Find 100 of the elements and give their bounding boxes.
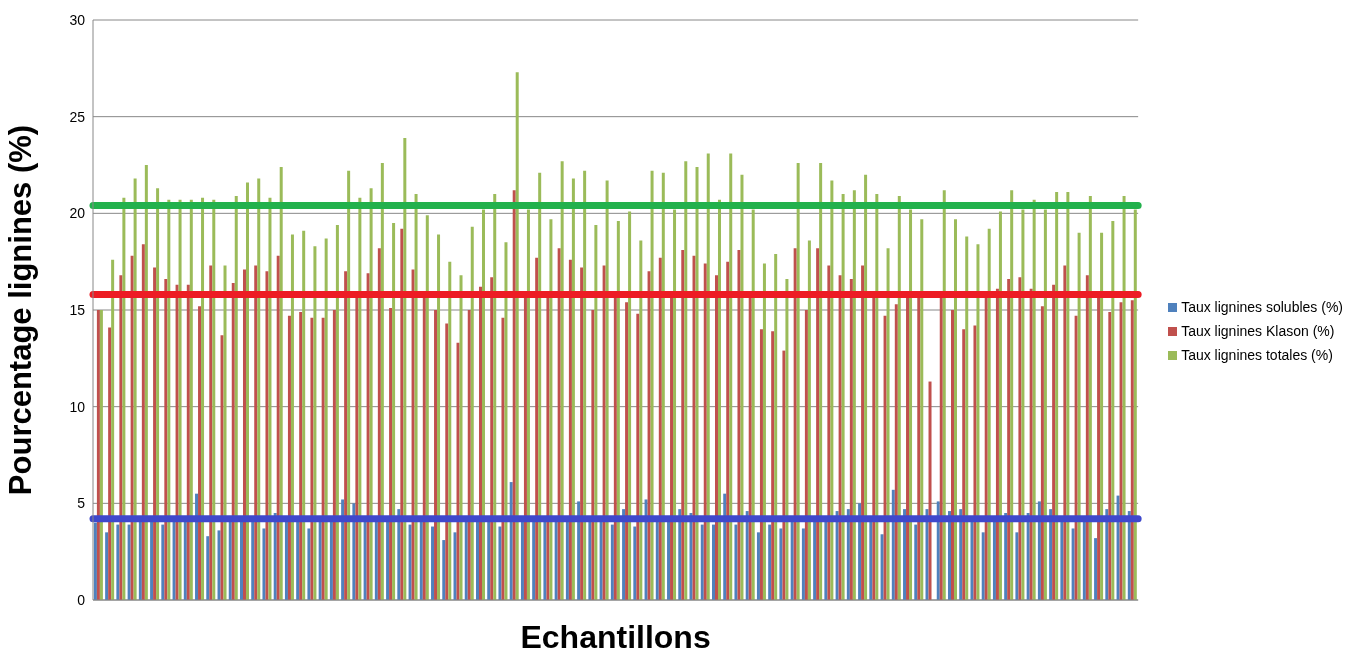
bar <box>571 178 575 600</box>
bar <box>538 172 542 600</box>
bar <box>144 165 148 600</box>
bar <box>827 265 831 600</box>
bar <box>801 528 805 600</box>
bar <box>644 499 648 600</box>
bar <box>397 509 401 600</box>
bar <box>779 528 783 600</box>
bar <box>1010 190 1014 600</box>
bar <box>1071 528 1075 600</box>
bar <box>965 236 969 600</box>
bar <box>838 275 842 600</box>
y-tick-label: 25 <box>69 108 86 125</box>
bar <box>299 311 303 600</box>
bar <box>133 178 137 600</box>
bar <box>768 524 772 600</box>
bar <box>1037 501 1041 600</box>
bar <box>549 219 553 600</box>
bar <box>1018 277 1022 600</box>
legend-label: Taux lignines totales (%) <box>1181 346 1333 363</box>
bar <box>703 263 707 600</box>
legend-label: Taux lignines solubles (%) <box>1181 298 1343 315</box>
bar <box>734 524 738 600</box>
bar <box>1077 232 1081 600</box>
bar <box>897 195 901 600</box>
bar <box>93 522 97 600</box>
bar <box>335 224 339 600</box>
bar <box>1108 311 1112 600</box>
bar <box>942 190 946 600</box>
bar <box>861 265 865 600</box>
bar <box>846 509 850 600</box>
bar <box>914 524 918 600</box>
bar <box>804 310 808 600</box>
bar <box>785 279 789 600</box>
bar <box>557 248 561 600</box>
bar <box>852 190 856 600</box>
bar <box>920 219 924 600</box>
bar <box>448 261 452 600</box>
bar <box>195 493 199 600</box>
bar <box>717 199 721 600</box>
bar <box>751 209 755 600</box>
bar <box>894 304 898 600</box>
bar <box>1007 279 1011 600</box>
bar <box>231 282 235 600</box>
bar <box>1094 538 1098 600</box>
bar <box>1040 306 1044 600</box>
y-tick-label: 30 <box>69 11 86 28</box>
bar <box>950 310 954 600</box>
bar <box>1032 199 1036 600</box>
bar <box>1004 513 1008 600</box>
bar <box>341 499 345 600</box>
bar <box>726 261 730 600</box>
bar <box>1088 195 1092 600</box>
bar <box>681 250 685 600</box>
bar <box>616 221 620 600</box>
bar <box>254 265 258 600</box>
bar <box>759 329 763 600</box>
bar <box>265 271 269 600</box>
bar <box>723 493 727 600</box>
bar <box>793 248 797 600</box>
bar <box>947 511 951 600</box>
bar <box>490 277 494 600</box>
x-axis-title: Echantillons <box>520 619 711 655</box>
bar <box>245 182 249 600</box>
bar <box>594 224 598 600</box>
bar <box>352 503 356 600</box>
bar <box>695 166 699 600</box>
bar <box>122 197 126 600</box>
bar <box>425 215 429 600</box>
bar <box>313 246 317 600</box>
bar <box>119 275 123 600</box>
bar <box>577 501 581 600</box>
bar <box>276 255 280 600</box>
bar <box>141 244 145 600</box>
bar <box>689 513 693 600</box>
bar <box>493 194 497 600</box>
bar <box>467 310 471 600</box>
bar <box>880 534 884 600</box>
bar <box>1122 195 1126 600</box>
bar <box>273 513 277 600</box>
bar <box>228 520 232 600</box>
bar <box>875 194 879 600</box>
bar <box>661 172 665 600</box>
bar <box>1100 232 1104 600</box>
y-tick-label: 15 <box>69 301 86 318</box>
bar <box>745 511 749 600</box>
bar <box>625 302 629 600</box>
bar <box>886 248 890 600</box>
bar <box>403 137 407 600</box>
bar <box>976 244 980 600</box>
bar <box>819 163 823 600</box>
bar <box>583 170 587 600</box>
bar <box>509 482 513 600</box>
bar <box>1111 221 1115 600</box>
bar <box>116 524 120 600</box>
bar <box>1052 284 1056 600</box>
bar <box>111 259 115 600</box>
bar <box>1063 265 1067 600</box>
y-tick-label: 10 <box>69 398 86 415</box>
bar <box>220 335 224 600</box>
